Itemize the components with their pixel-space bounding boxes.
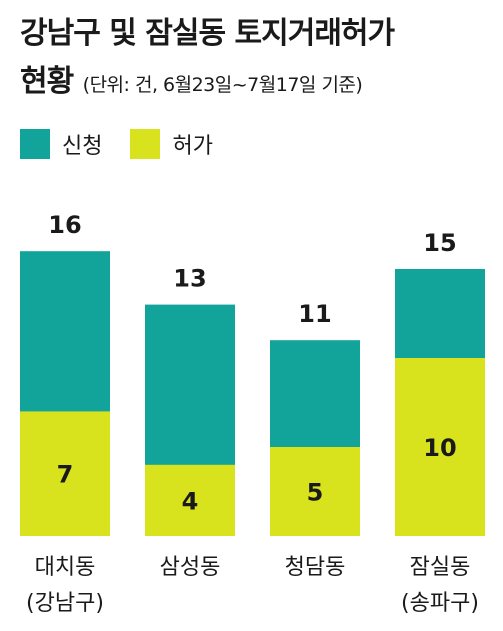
category-label-2: 청담동	[285, 555, 346, 580]
value-label-approval-0: 7	[57, 461, 74, 489]
chart-title-second: 현황	[20, 64, 74, 99]
bar-approval-3	[395, 358, 485, 536]
legend-swatch-application	[20, 129, 50, 159]
value-label-application-0: 16	[48, 211, 81, 239]
bar-approval-2	[270, 447, 360, 536]
chart-subtitle: (단위: 건, 6월23일~7월17일 기준)	[82, 74, 363, 96]
chart-title: 강남구 및 잠실동 토지거래허가	[20, 16, 395, 51]
value-label-application-3: 15	[423, 229, 456, 257]
value-label-approval-3: 10	[423, 434, 456, 462]
bar-approval-1	[145, 464, 235, 536]
category-label-0: 대치동	[35, 555, 96, 580]
legend-label-approval: 허가	[172, 134, 213, 159]
category-label-3: 잠실동	[410, 555, 471, 580]
legend-swatch-approval	[130, 129, 161, 159]
legend-label-application: 신청	[62, 134, 103, 159]
legend-item-application: 신청	[20, 128, 102, 160]
category-sublabel-0: (강남구)	[26, 591, 104, 616]
category-label-1: 삼성동	[160, 555, 221, 580]
value-label-approval-1: 4	[182, 487, 199, 515]
value-label-application-2: 11	[298, 300, 331, 328]
legend: 신청 허가	[20, 128, 241, 160]
chart-title-line2: 현황 (단위: 건, 6월23일~7월17일 기준)	[20, 56, 363, 100]
category-sublabel-3: (송파구)	[401, 591, 479, 616]
value-label-approval-2: 5	[307, 479, 324, 507]
legend-item-approval: 허가	[130, 128, 213, 160]
value-label-application-1: 13	[173, 265, 206, 293]
bar-approval-0	[20, 411, 110, 536]
